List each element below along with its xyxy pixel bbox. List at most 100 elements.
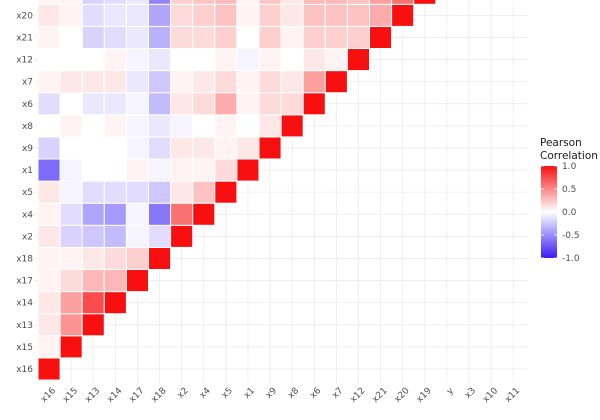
- heatmap-cell-x16-x17: [37, 269, 61, 293]
- heatmap-cell-x14-x12: [103, 48, 127, 72]
- heatmap-cell-x1-x1: [236, 158, 260, 182]
- heatmap-cell-x2-x6: [170, 92, 194, 116]
- heatmap-cell-x18-x5: [148, 180, 172, 204]
- heatmap-cell-x21-x20: [369, 3, 393, 27]
- heatmap-cell-x15-x15: [59, 335, 83, 359]
- heatmap-cell-x15-x13: [59, 313, 83, 337]
- heatmap-cell-x1-x19: [236, 0, 260, 5]
- legend-title-line-1: Pearson: [540, 137, 582, 149]
- y-tick-label: x7: [22, 78, 33, 88]
- heatmap-cell-x4-x9: [192, 136, 216, 160]
- heatmap-cell-x15-x5: [59, 180, 83, 204]
- heatmap-cell-x5-x19: [214, 0, 238, 5]
- legend-colorbar: [541, 166, 557, 258]
- heatmap-cell-x8-x21: [280, 25, 304, 49]
- heatmap-cell-x9-x19: [258, 0, 282, 5]
- heatmap-cell-x20-x19: [391, 0, 415, 5]
- y-tick-label: x20: [16, 11, 33, 21]
- y-tick-label: x8: [22, 122, 33, 132]
- y-tick-label: x15: [16, 343, 33, 353]
- heatmap-cell-x5-x21: [214, 25, 238, 49]
- heatmap-cell-x9-x21: [258, 25, 282, 49]
- heatmap-cell-x13-x7: [81, 70, 105, 94]
- heatmap-cell-x13-x8: [81, 114, 105, 138]
- heatmap-cell-x4-x21: [192, 25, 216, 49]
- legend-tick-label: 1.0: [562, 162, 577, 172]
- heatmap-cell-x16-x16: [37, 357, 61, 381]
- heatmap-cell-x13-x6: [81, 92, 105, 116]
- heatmap-cell-x5-x6: [214, 92, 238, 116]
- heatmap-cell-x21-x19: [369, 0, 393, 5]
- y-tick-label: x4: [22, 210, 33, 220]
- y-tick-label: x17: [16, 277, 33, 287]
- legend-title-line-2: Correlation: [540, 150, 598, 162]
- heatmap-cell-x2-x4: [170, 202, 194, 226]
- heatmap-cell-x4-x4: [192, 202, 216, 226]
- heatmap-cell-x6-x21: [302, 25, 326, 49]
- heatmap-cell-x4-x5: [192, 180, 216, 204]
- y-tick-label: x18: [16, 254, 33, 264]
- heatmap-cell-x17-x8: [125, 114, 150, 138]
- x-tick-label: y: [445, 386, 456, 397]
- heatmap-cell-x13-x13: [81, 313, 105, 337]
- heatmap-cell-x2-x19: [170, 0, 194, 5]
- heatmap-cell-x6-x7: [302, 70, 326, 94]
- heatmap-cell-x16-x8: [37, 114, 61, 138]
- heatmap-cell-x13-x19: [81, 0, 105, 5]
- heatmap-cell-x18-x20: [148, 3, 172, 27]
- heatmap-cell-x12-x21: [346, 25, 370, 49]
- heatmap-cell-x18-x9: [148, 136, 172, 160]
- heatmap-cell-x2-x5: [170, 180, 194, 204]
- heatmap-cell-x16-x15: [37, 335, 61, 359]
- heatmap-cell-x4-x8: [192, 114, 216, 138]
- heatmap-cell-x14-x20: [103, 3, 127, 27]
- heatmap-cell-x15-x6: [59, 92, 83, 116]
- heatmap-cell-x14-x4: [103, 202, 127, 226]
- y-tick-label: x13: [16, 321, 33, 331]
- heatmap-cell-x17-x6: [125, 92, 150, 116]
- heatmap-cell-x5-x5: [214, 180, 238, 204]
- heatmap-cell-x18-x6: [148, 92, 172, 116]
- heatmap-cell-x13-x5: [81, 180, 105, 204]
- y-tick-label: x1: [22, 166, 33, 176]
- heatmap-cell-x13-x9: [81, 136, 105, 160]
- heatmap-cell-x16-x5: [37, 180, 61, 204]
- heatmap-cell-x1-x20: [236, 3, 260, 27]
- heatmap-cell-x17-x7: [125, 70, 150, 94]
- heatmap-cell-x13-x4: [81, 202, 105, 226]
- heatmap-cell-x8-x19: [280, 0, 304, 5]
- heatmap-cell-x13-x21: [81, 25, 105, 49]
- heatmap-cell-x2-x20: [170, 3, 194, 27]
- heatmap-cell-x13-x2: [81, 224, 105, 248]
- heatmap-cell-x18-x1: [148, 158, 172, 182]
- heatmap-cell-x2-x12: [170, 48, 194, 72]
- y-tick-label: x14: [16, 299, 33, 309]
- heatmap-cell-x1-x7: [236, 70, 260, 94]
- heatmap-cell-x13-x1: [81, 158, 105, 182]
- heatmap-cell-x7-x12: [324, 48, 348, 72]
- heatmap-cell-x8-x8: [280, 114, 304, 138]
- heatmap-cell-x2-x7: [170, 70, 194, 94]
- heatmap-cell-x17-x17: [125, 269, 150, 293]
- heatmap-cell-x5-x1: [214, 158, 238, 182]
- heatmap-cell-x6-x19: [302, 0, 326, 5]
- heatmap-cell-x20-x20: [391, 3, 415, 27]
- heatmap-cell-x13-x20: [81, 3, 105, 27]
- heatmap-cell-x16-x14: [37, 291, 61, 315]
- heatmap-cell-x9-x12: [258, 48, 282, 72]
- heatmap-cell-x8-x12: [280, 48, 304, 72]
- heatmap-cell-x8-x20: [280, 3, 304, 27]
- heatmap-cell-x4-x19: [192, 0, 216, 5]
- heatmap-cell-x7-x19: [324, 0, 348, 5]
- heatmap-cell-x7-x20: [324, 3, 348, 27]
- heatmap-cell-x16-x1: [37, 158, 61, 182]
- heatmap-cell-x16-x19: [37, 0, 61, 5]
- heatmap-cell-x4-x20: [192, 3, 216, 27]
- heatmap-cell-x17-x1: [125, 158, 150, 182]
- heatmap-cell-x14-x7: [103, 70, 127, 94]
- heatmap-cell-x1-x12: [236, 48, 260, 72]
- heatmap-cell-x4-x6: [192, 92, 216, 116]
- heatmap-cell-x7-x21: [324, 25, 348, 49]
- heatmap-cell-x5-x8: [214, 114, 238, 138]
- heatmap-cell-x14-x9: [103, 136, 127, 160]
